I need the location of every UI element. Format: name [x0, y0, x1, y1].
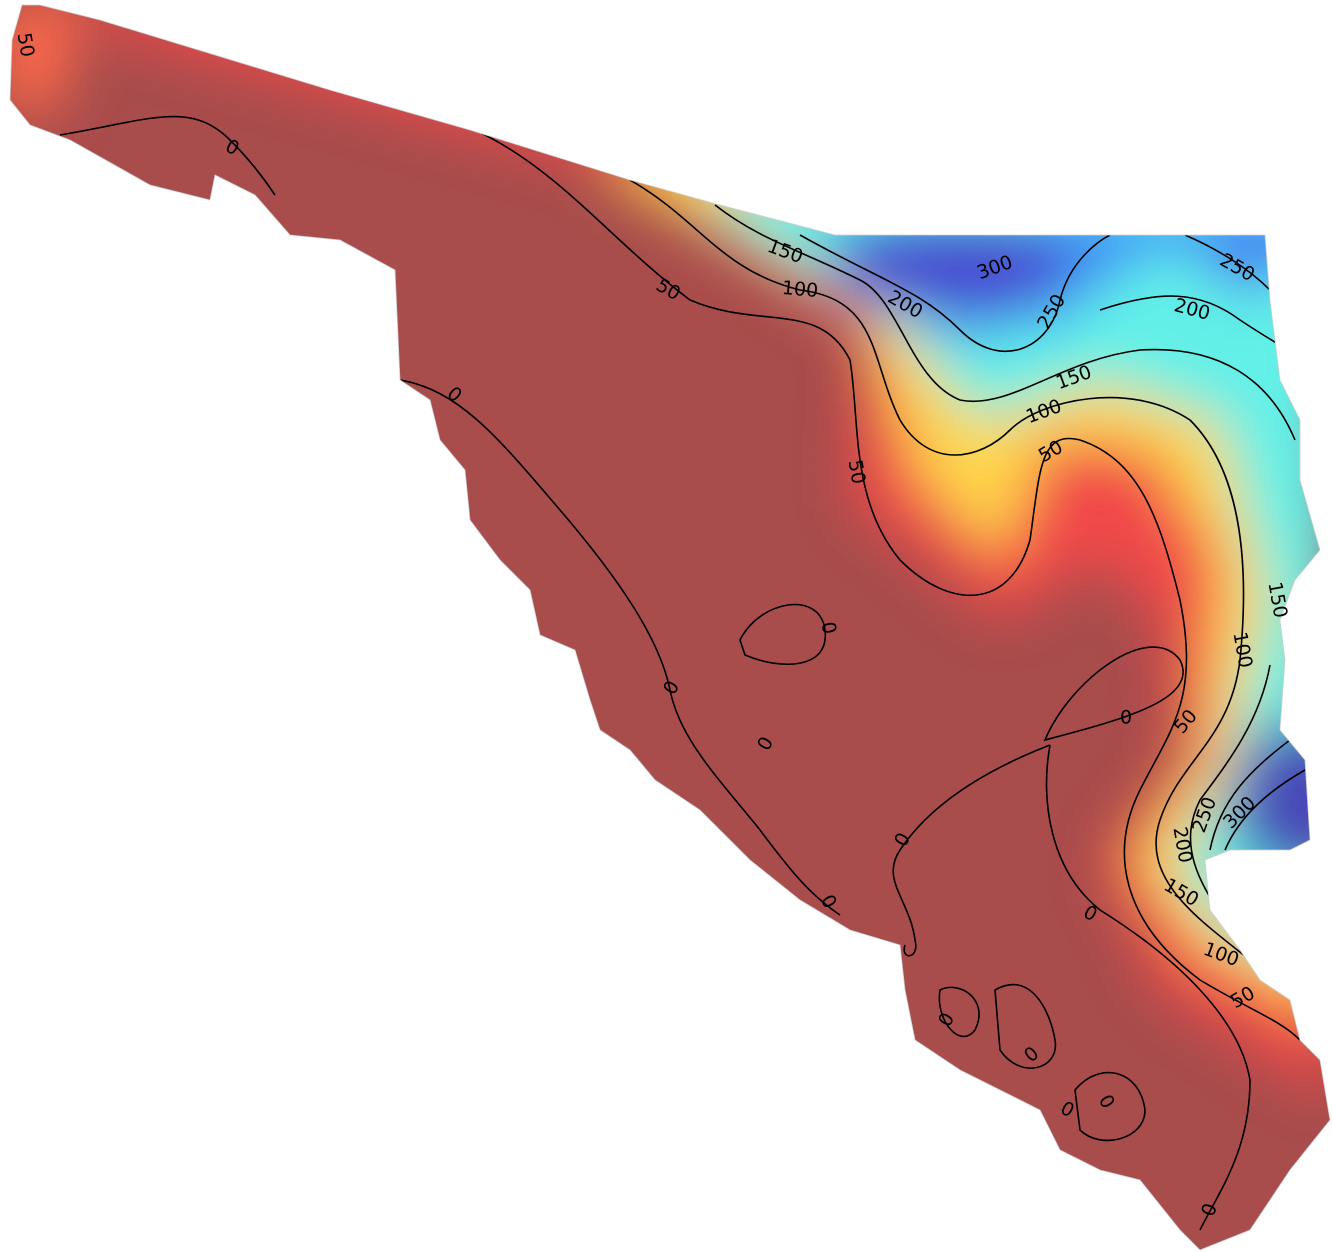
- contour-label: 50: [13, 31, 39, 59]
- contour-label: 0: [817, 620, 841, 636]
- contour-lines: [59, 115, 1306, 1231]
- contour-label: 0: [1120, 707, 1132, 729]
- contour-label: 50: [844, 458, 870, 486]
- contour-label: 100: [781, 277, 819, 302]
